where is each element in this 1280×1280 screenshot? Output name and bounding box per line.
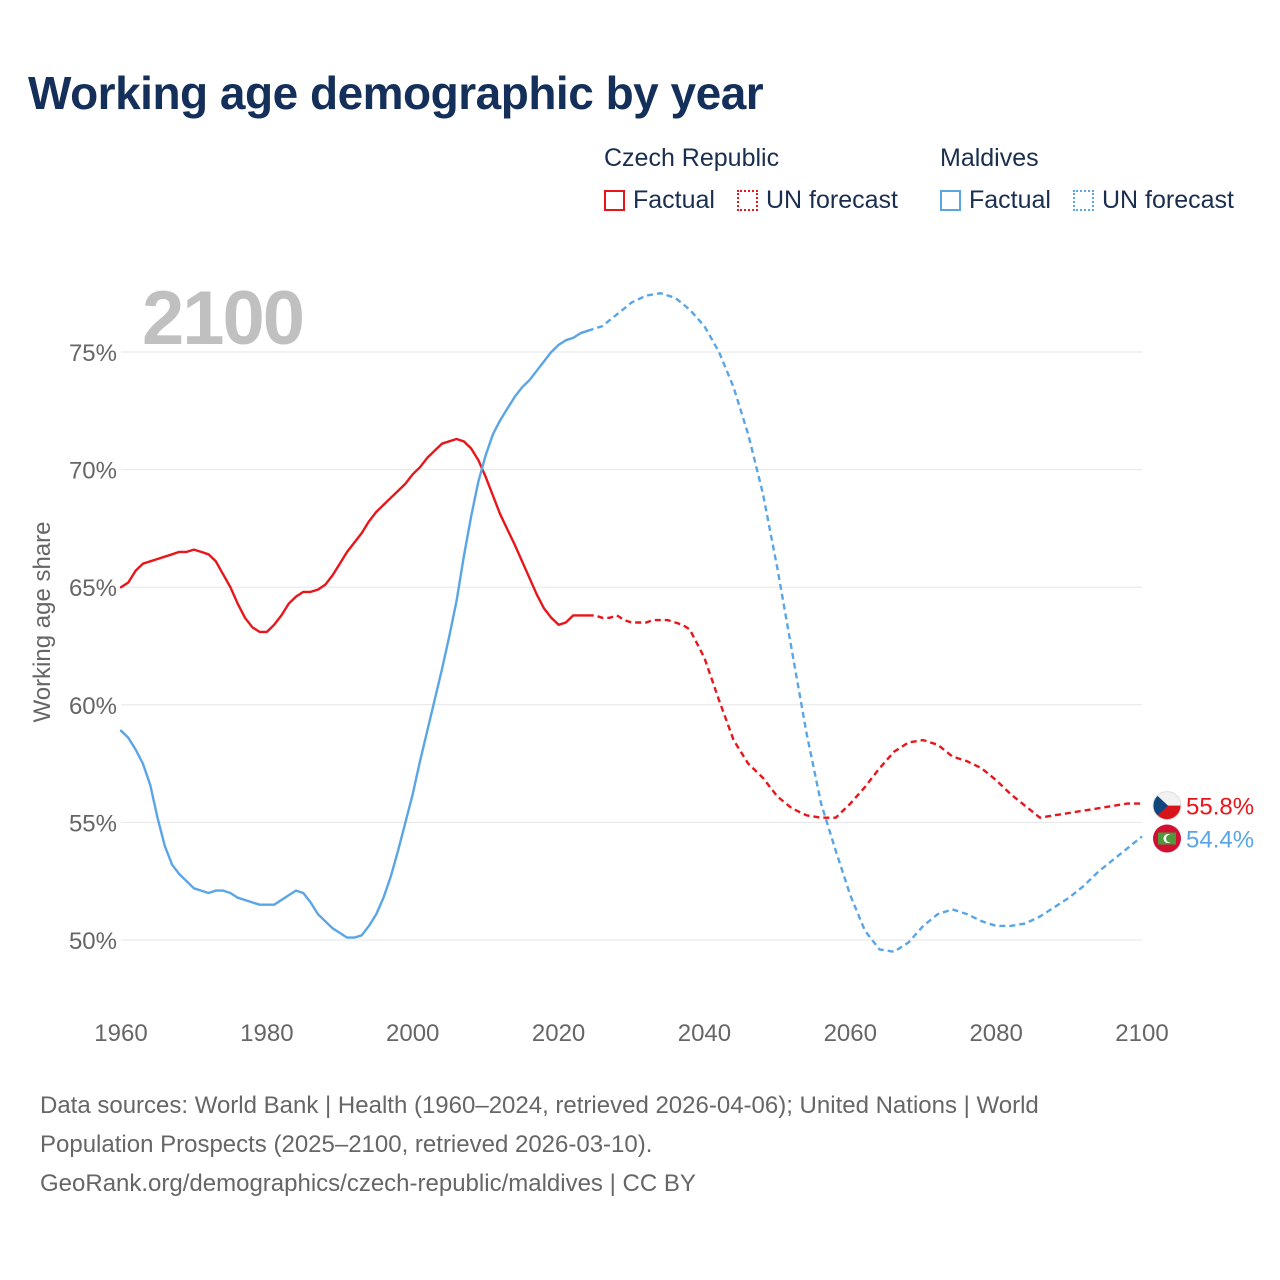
x-tick-label: 2020 <box>532 1020 585 1047</box>
sources-line-2: Population Prospects (2025–2100, retriev… <box>40 1131 653 1158</box>
legend-country-name: Maldives <box>940 144 1039 172</box>
chart-title: Working age demographic by year <box>28 67 764 119</box>
data-sources: Data sources: World Bank | Health (1960–… <box>40 1086 1240 1203</box>
x-tick-label: 2080 <box>969 1020 1022 1047</box>
y-tick-label: 65% <box>69 575 117 602</box>
legend-item-maldives-forecast[interactable]: UN forecast <box>1073 186 1234 215</box>
series-line-maldives-factual <box>119 329 589 939</box>
maldives-flag-icon <box>1153 824 1181 853</box>
y-tick-label: 55% <box>69 810 117 837</box>
y-tick-label: 70% <box>69 458 117 485</box>
x-tick-label: 2060 <box>824 1020 877 1047</box>
y-tick-label: 60% <box>69 693 117 720</box>
y-tick-label: 75% <box>69 340 117 367</box>
czech-flag-icon <box>1153 791 1181 820</box>
legend-label: UN forecast <box>766 186 898 214</box>
legend-country-name: Czech Republic <box>604 144 780 172</box>
sources-line-1: Data sources: World Bank | Health (1960–… <box>40 1092 1039 1119</box>
series-line-czech-republic-factual <box>119 437 589 634</box>
legend-label: Factual <box>633 186 715 214</box>
y-axis-ticks: 50% 55% 60% 65% 70% 75% <box>69 340 117 955</box>
x-tick-label: 2040 <box>678 1020 731 1047</box>
legend-swatch-dotted <box>1073 190 1094 211</box>
x-tick-label: 1980 <box>240 1020 293 1047</box>
series-line-czech-republic-forecast <box>587 614 1142 819</box>
end-value-label: 54.4% <box>1186 827 1254 854</box>
x-tick-label: 2100 <box>1115 1020 1168 1047</box>
series-line-maldives-forecast <box>587 292 1143 953</box>
legend-item-czech-forecast[interactable]: UN forecast <box>737 186 898 215</box>
end-value-label: 55.8% <box>1186 794 1254 821</box>
legend-label: Factual <box>969 186 1051 214</box>
legend-swatch-solid <box>604 190 625 211</box>
legend-swatch-solid <box>940 190 961 211</box>
legend-item-maldives-factual[interactable]: Factual <box>940 186 1051 215</box>
legend-label: UN forecast <box>1102 186 1234 214</box>
sources-line-3: GeoRank.org/demographics/czech-republic/… <box>40 1170 696 1197</box>
y-tick-label: 50% <box>69 928 117 955</box>
series-lines <box>119 292 1143 953</box>
gridlines <box>121 351 1142 941</box>
x-tick-label: 1960 <box>94 1020 147 1047</box>
y-axis-label: Working age share <box>29 522 56 723</box>
year-watermark: 2100 <box>142 276 303 361</box>
legend-item-czech-factual[interactable]: Factual <box>604 186 715 215</box>
series-end-markers: 55.8% 54.4% <box>1152 791 1254 854</box>
line-chart: 2100 50% 55% 60% 65% 70% 75% 1960 1980 2000 2020… <box>29 276 1254 1047</box>
legend-swatch-dotted <box>737 190 758 211</box>
x-tick-label: 2000 <box>386 1020 439 1047</box>
x-axis-ticks: 1960 1980 2000 2020 2040 2060 2080 2100 <box>94 1020 1168 1047</box>
